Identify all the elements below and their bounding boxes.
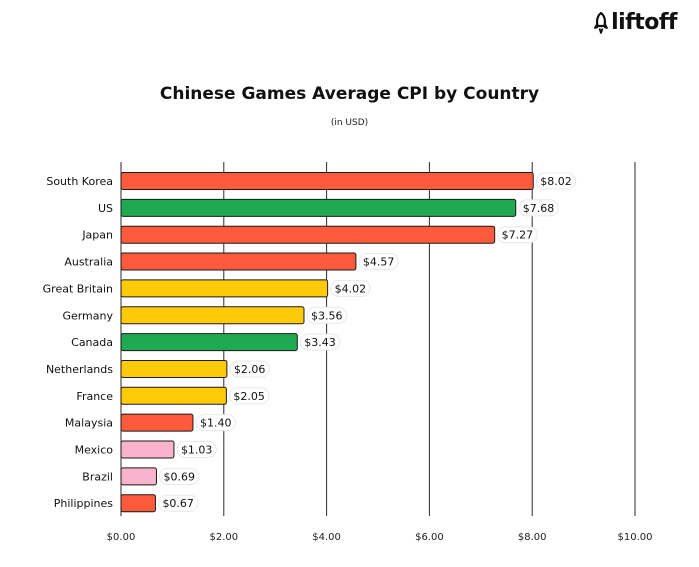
value-label: $2.06 <box>234 363 266 376</box>
x-tick-label: $8.00 <box>518 532 547 543</box>
x-tick-label: $2.00 <box>209 532 238 543</box>
bar <box>120 198 517 217</box>
category-label: Japan <box>81 229 113 242</box>
category-label: Germany <box>62 309 113 322</box>
value-label: $1.03 <box>181 444 213 457</box>
value-label: $7.27 <box>502 229 533 242</box>
category-label: Netherlands <box>46 363 113 376</box>
value-label: $2.05 <box>233 390 265 403</box>
x-tick-label: $4.00 <box>312 532 341 543</box>
category-label: Canada <box>71 336 113 349</box>
value-label: $0.67 <box>162 497 194 510</box>
value-label-background <box>306 306 347 324</box>
value-label-background <box>229 360 270 378</box>
x-tick-label: $6.00 <box>415 532 444 543</box>
value-label-background <box>358 253 399 271</box>
x-tick-label: $10.00 <box>618 532 653 543</box>
value-label-background <box>535 172 577 190</box>
value-label-background <box>330 279 371 297</box>
value-label-background <box>157 494 199 512</box>
bar <box>120 252 357 271</box>
value-label: $4.02 <box>335 282 367 295</box>
value-label-background <box>518 199 559 217</box>
bar <box>120 306 305 325</box>
value-label: $3.56 <box>311 309 343 322</box>
value-label-background <box>228 387 270 405</box>
value-label: $1.40 <box>200 417 232 430</box>
value-label-background <box>299 333 341 351</box>
value-label: $7.68 <box>523 202 555 215</box>
brand-name: liftoff <box>611 10 677 35</box>
category-label: Great Britain <box>43 282 113 295</box>
category-label: Brazil <box>82 470 113 483</box>
value-label: $0.69 <box>163 470 195 483</box>
bar <box>120 494 156 513</box>
value-label: $8.02 <box>540 175 572 188</box>
category-label: France <box>76 390 113 403</box>
rocket-icon <box>594 11 608 34</box>
bar <box>120 386 227 405</box>
bar <box>120 359 228 378</box>
bar <box>120 172 534 190</box>
value-label: $3.43 <box>304 336 336 349</box>
category-label: Mexico <box>75 444 114 457</box>
value-label-background <box>176 441 217 458</box>
bars <box>120 172 534 513</box>
value-label-background <box>497 226 538 244</box>
value-label-background <box>195 414 236 432</box>
bar <box>120 413 194 432</box>
labels: $0.00 $2.00 $4.00 $6.00 $8.00 $10.00 South Kor… <box>43 172 653 543</box>
bar <box>120 467 157 486</box>
bar <box>120 333 298 352</box>
category-label: Philippines <box>54 497 114 510</box>
chart-subtitle: (in USD) <box>330 118 369 128</box>
bar <box>120 440 175 459</box>
brand-logo: liftoff <box>594 10 677 35</box>
value-label: $4.57 <box>363 256 395 269</box>
x-tick-label: $0.00 <box>107 532 136 543</box>
value-label-background <box>158 467 200 485</box>
category-label: South Korea <box>46 175 113 188</box>
category-label: Malaysia <box>65 417 113 430</box>
category-label: US <box>98 202 113 215</box>
category-label: Australia <box>64 256 113 269</box>
bar <box>120 225 496 244</box>
chart-title: Chinese Games Average CPI by Country <box>159 84 540 104</box>
bar <box>120 279 329 298</box>
